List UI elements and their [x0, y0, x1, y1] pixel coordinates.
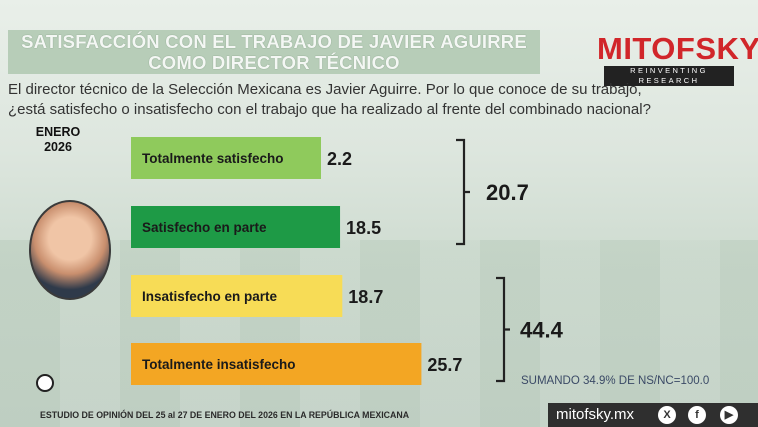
period-month: ENERO [35, 125, 81, 139]
title-line-1: SATISFACCIÓN CON EL TRABAJO DE JAVIER AG… [21, 31, 527, 52]
nsnc-note: SUMANDO 34.9% DE NS/NC=100.0 [521, 375, 710, 387]
bar-value-label: 25.7 [427, 355, 462, 375]
website-link[interactable]: mitofsky.mx [556, 406, 635, 423]
javier-aguirre-photo [29, 200, 111, 300]
bar [131, 137, 156, 179]
mitofsky-logo: MITOFSKY REINVENTING RESEARCH [597, 31, 758, 86]
bar-category-label: Insatisfecho en parte [142, 289, 278, 304]
facebook-icon[interactable]: f [688, 406, 706, 424]
page-title: SATISFACCIÓN CON EL TRABAJO DE JAVIER AG… [8, 31, 540, 73]
question-line-2: ¿está satisfecho o insatisfecho con el t… [8, 101, 651, 118]
soccer-ball-icon [36, 374, 54, 392]
bar-value-label: 2.2 [327, 149, 352, 169]
bar-category-label: Totalmente satisfecho [142, 151, 284, 166]
group-total-label: 20.7 [486, 180, 529, 205]
bar [131, 343, 422, 385]
youtube-icon[interactable]: ▶ [720, 406, 738, 424]
survey-question: El director técnico de la Selección Mexi… [8, 80, 748, 120]
logo-tagline: REINVENTING RESEARCH [604, 66, 734, 86]
period-year: 2026 [44, 140, 72, 154]
question-line-1: El director técnico de la Selección Mexi… [8, 81, 642, 98]
survey-period: ENERO 2026 [28, 125, 88, 155]
x-icon[interactable]: X [658, 406, 676, 424]
bar-category-label: Satisfecho en parte [142, 220, 267, 235]
stadium-field-background [0, 240, 758, 427]
bar [131, 206, 341, 248]
group-total-label: 44.4 [520, 318, 564, 343]
bar [131, 275, 343, 317]
title-line-2: COMO DIRECTOR TÉCNICO [148, 52, 400, 73]
logo-wordmark: MITOFSKY [597, 31, 758, 66]
title-banner [8, 30, 540, 74]
group-bracket [456, 138, 470, 246]
group-bracket [496, 276, 510, 383]
bar-category-label: Totalmente insatisfecho [142, 357, 296, 372]
bar-value-label: 18.7 [348, 287, 383, 307]
bar-label-box [131, 137, 321, 179]
study-footer: ESTUDIO DE OPINIÓN DEL 25 al 27 DE ENERO… [40, 410, 410, 420]
bar-value-label: 18.5 [346, 218, 381, 238]
